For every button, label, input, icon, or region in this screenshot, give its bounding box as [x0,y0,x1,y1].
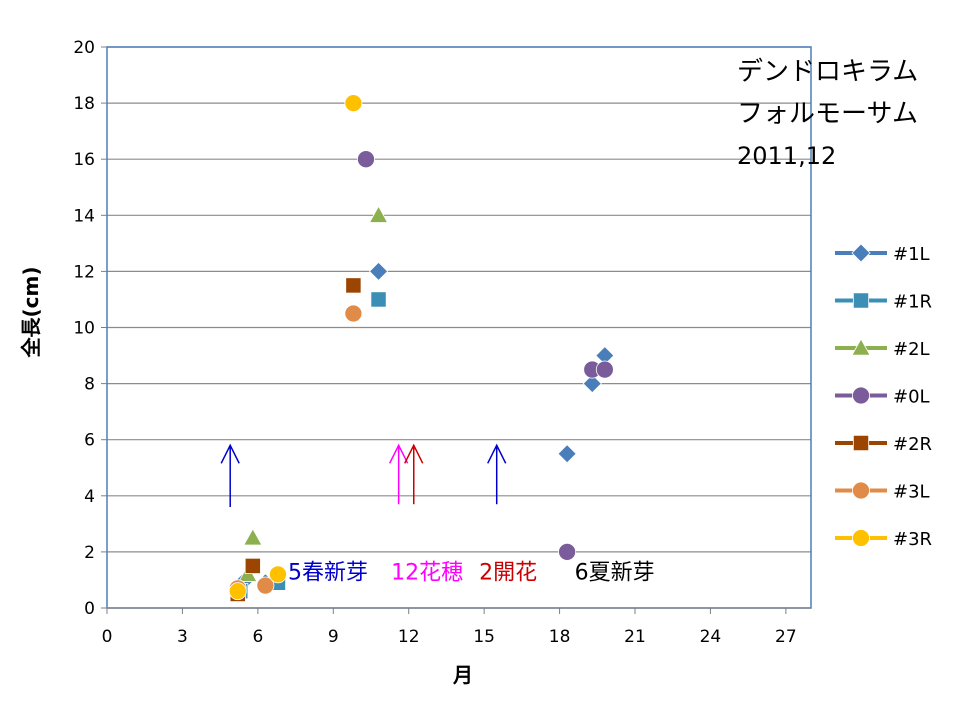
legend-marker [851,243,871,263]
legend-label: #3L [893,482,930,503]
x-axis-label: 月 [452,663,473,687]
legend-item: #2L [835,338,930,360]
y-tick-label: 8 [84,375,95,395]
data-point [368,261,389,281]
data-point [244,557,261,574]
series-3r [228,94,363,601]
y-tick-label: 16 [73,150,95,170]
data-point [582,374,602,394]
annotation-label: 5春新芽 [288,561,368,586]
gridlines [107,46,811,553]
data-point [345,277,362,294]
legend-label: #1L [893,244,930,265]
y-tick-label: 18 [73,94,95,114]
legend-label: #2R [893,434,932,455]
annotation-label: 2開花 [479,561,537,586]
y-axis-label: 全長(cm) [19,267,43,359]
legend-label: #0L [893,387,930,408]
x-tick-label: 21 [624,627,646,647]
x-tick-label: 6 [252,627,263,647]
data-points [228,94,615,604]
y-tick-label: 6 [84,431,95,451]
y-tick-label: 14 [73,206,95,226]
chart-title-line: フォルモーサム [737,99,918,129]
x-tick-label: 15 [473,627,495,647]
arrow-head [487,443,507,464]
legend-label: #1R [893,292,932,313]
data-point [228,582,247,601]
data-point [595,360,614,379]
x-tick-label: 3 [177,627,188,647]
arrow-head [388,443,409,464]
arrow-head [404,443,424,464]
annotations: 5春新芽 12花穂 2開花 6夏新芽 [288,561,655,586]
legend-item: #0L [835,387,930,408]
annotation-arrow [220,443,240,508]
data-point [368,205,389,223]
x-tick-label: 9 [328,627,339,647]
x-tick-label: 12 [398,627,420,647]
data-point [557,444,577,464]
data-point [344,304,363,323]
y-tick-label: 0 [84,599,95,619]
annotation-arrow [487,443,507,505]
chart-title-line: 2011,12 [737,142,836,170]
x-tick-label: 0 [102,627,113,647]
y-tick-label: 10 [73,319,95,339]
data-point [357,150,375,169]
chart-title-line: デンドロキラム [737,57,918,87]
y-tick-label: 12 [73,262,95,282]
legend-label: #3R [893,529,932,550]
x-tick-label: 18 [549,627,571,647]
y-tick-label: 2 [84,543,95,563]
legend-marker [851,338,871,356]
legend: #1L #1R #2L #0L #2R #3L #3R [835,243,932,550]
legend-marker [852,292,870,309]
series-0l [357,150,614,561]
series-2l [238,205,389,582]
legend-marker [852,481,870,500]
legend-marker [852,386,870,405]
annotation-label: 12花穂 [391,561,463,586]
x-tick-label: 24 [700,627,722,647]
legend-item: #1L [835,243,930,265]
legend-item: #2R [835,434,932,455]
data-point [243,528,263,546]
legend-marker [852,529,870,547]
legend-item: #1R [835,292,932,313]
annotation-arrow [388,443,409,505]
legend-marker [852,434,870,452]
data-point [344,94,363,113]
y-tick-label: 20 [73,38,95,58]
x-tick-label: 27 [775,627,797,647]
y-tick-label: 4 [84,487,95,507]
legend-item: #3L [835,482,930,503]
annotation-label: 6夏新芽 [575,561,655,586]
legend-item: #3R [835,529,932,550]
data-point [269,565,287,584]
arrow-head [220,443,240,464]
annotation-arrows [220,443,507,508]
series-3l [228,304,363,598]
legend-label: #2L [893,339,930,360]
data-point [558,542,577,561]
annotation-arrow [404,443,424,505]
series-1r [232,291,387,600]
data-point [256,576,275,595]
data-point [370,291,387,308]
